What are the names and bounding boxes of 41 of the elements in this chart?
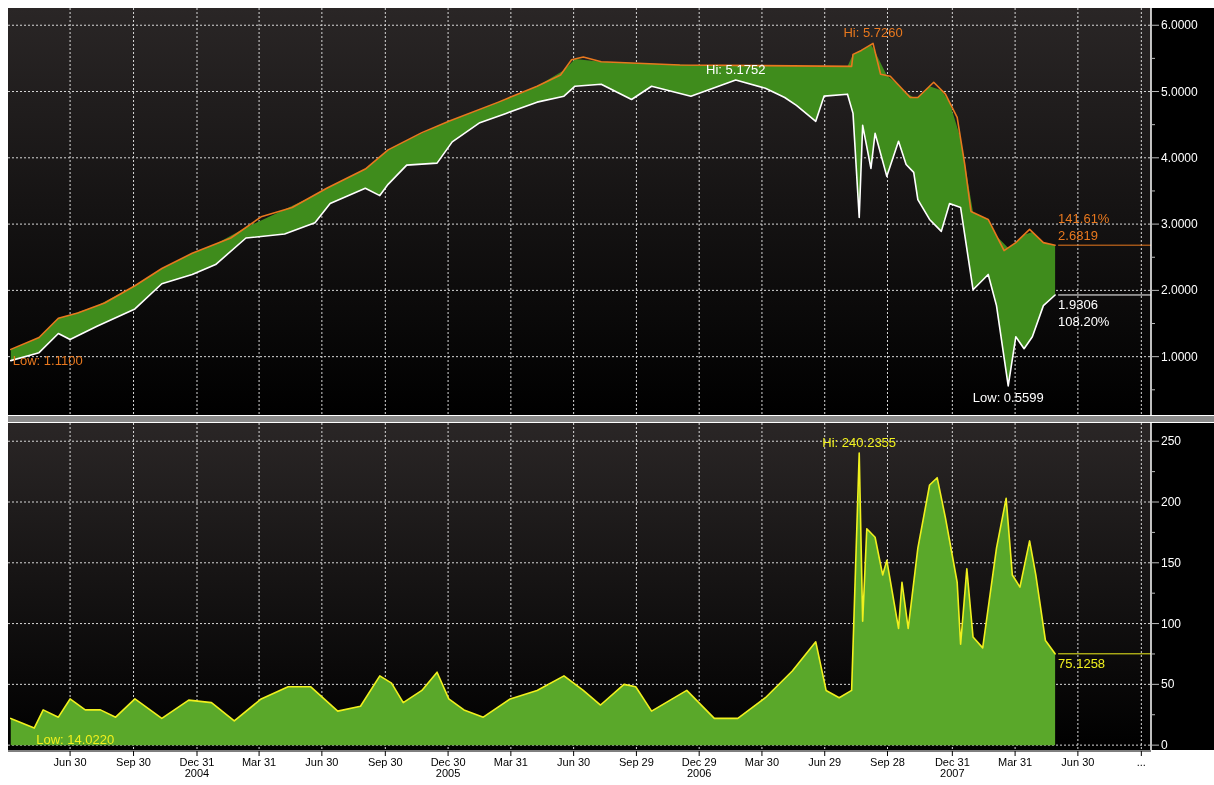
y-tick-label: 3.0000: [1161, 217, 1199, 232]
ref-line-label: 75.1258: [1058, 655, 1106, 671]
x-tick-label: Jun 30: [557, 756, 591, 768]
y-tick-label: 50: [1161, 677, 1175, 692]
y-tick-label: 6.0000: [1161, 18, 1199, 33]
annotation: Hi: 240.2355: [822, 435, 897, 451]
ref-line-label: 2.6819: [1058, 228, 1098, 244]
x-tick-label: ...: [1136, 756, 1146, 768]
x-tick-label: Mar 30: [744, 756, 780, 768]
x-tick-label: Jun 30: [53, 756, 87, 768]
annotation: Low: 1.1100: [12, 353, 83, 369]
y-tick-label: 250: [1161, 434, 1182, 449]
y-tick-label: 150: [1161, 555, 1182, 570]
annotation: Hi: 5.7260: [843, 25, 903, 41]
x-tick-label: Sep 29: [618, 756, 654, 768]
y-tick-label: 2.0000: [1161, 283, 1199, 298]
x-tick-label: Mar 31: [241, 756, 277, 768]
y-tick-label: 200: [1161, 495, 1182, 510]
annotation: Hi: 5.1752: [706, 61, 766, 77]
y-tick-label: 1.0000: [1161, 349, 1199, 364]
x-tick-label: Dec 31 2004: [179, 756, 215, 779]
x-tick-label: Dec 31 2007: [934, 756, 970, 779]
x-tick-label: Sep 28: [870, 756, 905, 768]
y-tick-label: 4.0000: [1161, 150, 1199, 165]
x-tick-label: Mar 31: [997, 756, 1033, 768]
x-tick-label: Dec 30 2005: [430, 756, 466, 779]
annotation: 141.61%: [1058, 211, 1110, 227]
y-tick-label: 5.0000: [1161, 84, 1199, 99]
x-tick-label: Sep 30: [116, 756, 151, 768]
annotation: Low: 14.0220: [36, 732, 115, 748]
x-tick-label: Jun 30: [305, 756, 339, 768]
annotation: Low: 0.5599: [972, 389, 1044, 405]
x-tick-label: Dec 29 2006: [681, 756, 717, 779]
y-tick-label: 0: [1161, 738, 1168, 753]
y-tick-label: 100: [1161, 616, 1182, 631]
x-tick-label: Sep 30: [367, 756, 403, 768]
x-tick-label: Jun 30: [1061, 756, 1095, 768]
x-tick-label: Mar 31: [493, 756, 528, 768]
ref-line-label: 1.9306: [1058, 296, 1098, 312]
annotation: 108.20%: [1058, 313, 1110, 329]
x-tick-label: Jun 29: [808, 756, 842, 768]
